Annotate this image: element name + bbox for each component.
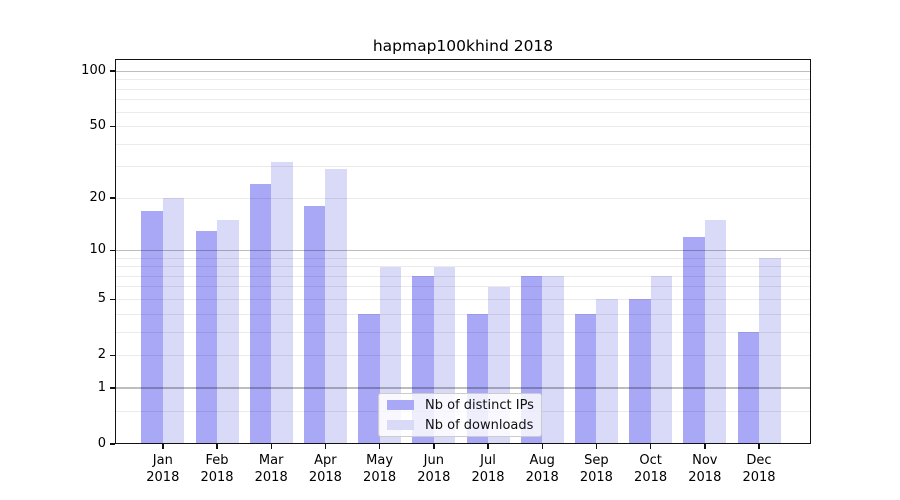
bar-downloads-oct [650,276,673,444]
legend: Nb of distinct IPs Nb of downloads [378,393,542,437]
x-tick-label-apr: Apr 2018 [308,453,342,485]
x-tick-label-dec: Dec 2018 [742,453,776,485]
x-tick-mark [324,444,327,449]
x-tick-mark [649,444,652,449]
bar-ips-dec [737,332,759,444]
y-tick-mark [110,443,115,445]
minor-gridline [115,266,811,267]
y-tick-label-50: 50 [89,118,106,134]
bar-downloads-apr [325,169,347,444]
bar-ips-nov [683,236,705,444]
minor-gridline [115,88,811,90]
x-tick-mark [758,444,760,449]
bar-downloads-sep [596,299,618,444]
x-tick-label-jun: Jun 2018 [417,453,451,485]
minor-gridline [115,313,811,315]
y-tick-mark [110,125,115,128]
x-tick-label-mar: Mar 2018 [254,453,288,485]
minor-gridline [115,286,811,288]
x-tick-mark [704,444,706,449]
minor-gridline [115,354,811,356]
minor-gridline [115,331,811,333]
major-gridline [115,387,811,389]
x-tick-label-aug: Aug 2018 [525,453,559,485]
major-gridline [115,249,811,251]
y-tick-label-5: 5 [97,291,106,307]
y-tick-label-20: 20 [89,190,106,206]
x-tick-label-jan: Jan 2018 [146,453,180,485]
y-tick-label-1: 1 [97,380,106,395]
minor-gridline [115,111,811,113]
legend-item-distinct-ips: Nb of distinct IPs [379,397,541,413]
minor-gridline [115,275,811,277]
bar-downloads-aug [542,276,564,444]
bar-ips-may [358,314,380,444]
y-tick-label-10: 10 [89,242,106,258]
x-tick-mark [487,444,489,449]
x-tick-mark [162,444,164,449]
x-tick-label-oct: Oct 2018 [634,453,668,485]
x-tick-mark [378,444,381,449]
x-tick-label-sep: Sep 2018 [579,453,613,485]
y-tick-label-2: 2 [97,347,106,363]
legend-label-distinct-ips: Nb of distinct IPs [425,397,534,413]
legend-label-downloads: Nb of downloads [425,417,534,433]
bar-ips-oct [629,299,651,444]
x-tick-mark [541,444,543,449]
bar-downloads-feb [217,220,239,444]
y-tick-label-0: 0 [97,436,106,451]
bar-ips-sep [574,314,597,444]
y-tick-label-100: 100 [81,63,106,79]
y-tick-mark [110,249,115,252]
x-tick-label-feb: Feb 2018 [200,453,234,485]
legend-item-downloads: Nb of downloads [379,417,541,433]
plot-area: Nb of distinct IPs Nb of downloads [115,59,811,444]
bar-ips-feb [195,230,217,444]
y-tick-mark [110,354,115,356]
minor-gridline [115,166,811,168]
x-tick-mark [216,444,218,449]
minor-gridline [115,197,811,199]
minor-gridline [115,79,811,81]
minor-gridline [115,257,811,259]
bar-ips-jan [141,210,163,444]
minor-gridline [115,298,811,300]
x-tick-label-nov: Nov 2018 [688,453,722,485]
legend-swatch-distinct-ips [387,399,414,411]
y-tick-mark [110,70,115,72]
y-tick-mark [110,387,115,389]
bar-downloads-mar [271,161,293,444]
x-tick-label-may: May 2018 [363,453,397,485]
x-tick-mark [595,444,598,449]
bar-downloads-jan [162,198,185,444]
bar-downloads-dec [759,258,781,444]
minor-gridline [115,143,811,145]
bar-ips-mar [249,184,272,444]
major-gridline [115,70,811,72]
minor-gridline [115,99,811,101]
legend-swatch-downloads [387,419,414,431]
bar-downloads-nov [704,220,727,444]
x-tick-label-jul: Jul 2018 [471,453,505,485]
y-tick-mark [110,197,115,199]
chart-title: hapmap100khind 2018 [372,37,554,55]
x-tick-mark [270,444,272,449]
y-tick-mark [110,298,115,301]
minor-gridline [115,125,811,127]
bar-ips-apr [303,206,326,444]
x-tick-mark [433,444,435,449]
